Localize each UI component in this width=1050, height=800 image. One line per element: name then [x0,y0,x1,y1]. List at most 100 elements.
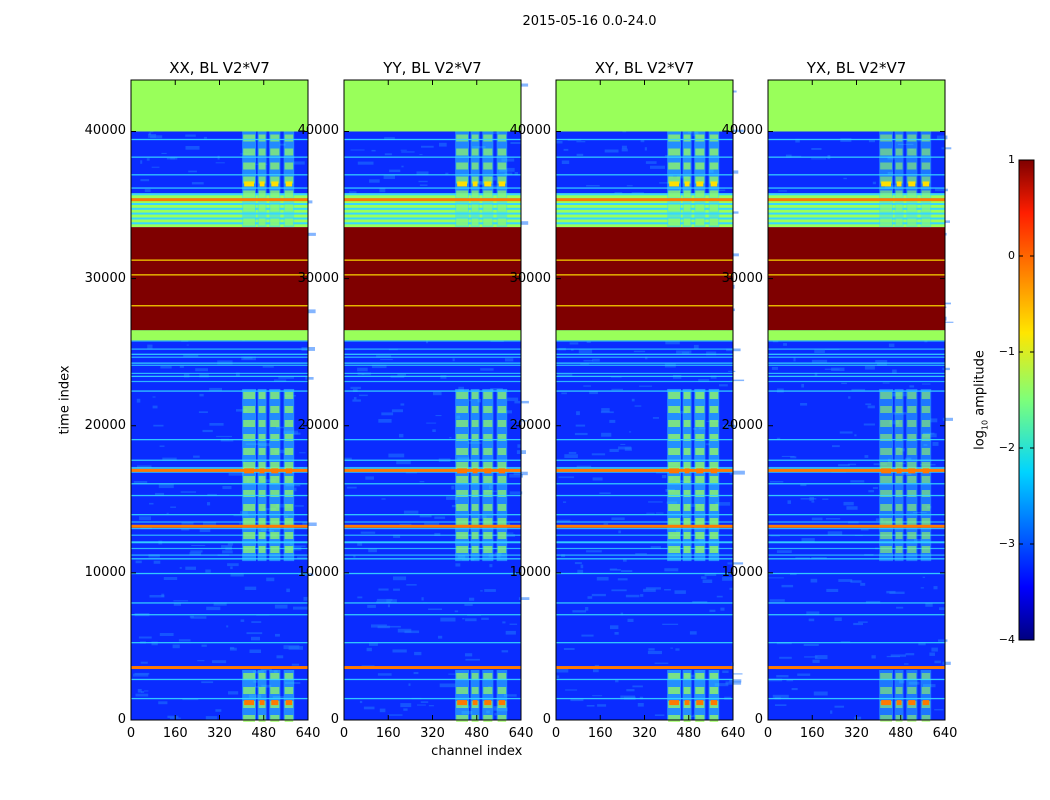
flag-line [131,483,308,485]
noise-speck [135,560,142,564]
channel-block [471,504,479,511]
noise-speck [795,557,810,559]
channel-block [921,518,931,525]
stripe [768,348,945,350]
flag-line [556,514,733,516]
noise-speck [389,169,401,173]
channel-block [284,504,294,511]
noise-speck [505,630,516,635]
flag-line [768,390,945,392]
noise-speck [592,695,603,697]
noise-speck [262,508,277,511]
noise-speck [732,129,744,133]
noise-speck [222,550,233,554]
stripe [556,528,733,530]
stripe [768,364,945,366]
flagged-region [344,80,521,132]
channel-block [456,190,469,198]
noise-speck [360,531,376,534]
noise-speck [388,714,403,716]
channel-block [497,204,507,212]
noise-speck [848,463,857,466]
noise-speck [923,684,936,688]
x-tick-label: 0 [339,726,349,741]
noise-speck [601,408,610,412]
channel-block [709,687,719,694]
flag-line [344,438,521,441]
channel-block [921,476,931,483]
saturated-region [344,227,521,331]
channel-block [668,134,681,142]
flag-line [131,305,308,307]
channel-block [284,490,294,497]
x-tick-label: 480 [676,726,702,741]
y-tick-label: 30000 [84,270,126,286]
noise-speck [215,709,222,712]
bright-channel [283,669,295,720]
noise-speck [727,562,744,565]
noise-speck [865,600,881,604]
hot-spot [259,700,265,706]
noise-speck [793,357,796,362]
channel-block [907,204,917,212]
channel-block [880,448,893,455]
channel-block [284,204,294,212]
stripe [344,372,521,374]
channel-block [668,204,681,212]
noise-speck [609,419,616,423]
channel-block [284,518,294,525]
noise-speck [639,385,652,387]
hot-spot [285,181,293,187]
flag-line [556,259,733,261]
channel-block [270,715,280,722]
channel-block [895,546,903,553]
noise-speck [352,399,361,402]
noise-speck [465,618,477,622]
channel-block [895,420,903,427]
y-tick-label: 30000 [509,270,551,286]
noise-speck [178,639,191,642]
channel-block [270,687,280,694]
bright-channel [269,669,281,720]
noise-speck [610,376,622,378]
channel-block [895,490,903,497]
flag-line [131,375,308,378]
flag-line [344,572,521,575]
channel-block [921,148,931,156]
channel-block [683,546,691,553]
noise-speck [593,669,599,673]
noise-speck [241,356,256,361]
flag-line [556,156,733,158]
channel-block [483,476,493,483]
hot-spot [896,700,902,706]
stripe [556,356,733,358]
channel-block [270,218,280,226]
panel-title: YX, BL V2*V7 [806,59,907,77]
noise-speck [843,501,854,506]
noise-speck [587,596,593,599]
channel-block [895,504,903,511]
channel-block [907,673,917,680]
channel-block [258,406,266,413]
stripe [556,534,733,536]
hot-spot [244,700,255,706]
bright-channel [496,388,508,562]
channel-block [709,448,719,455]
channel-block [895,673,903,680]
noise-speck [586,550,602,553]
noise-speck [230,566,233,570]
noise-speck [421,597,424,601]
noise-speck [368,548,377,553]
channel-block [270,190,280,198]
flag-line [556,353,733,355]
noise-speck [206,606,221,611]
channel-block [895,687,903,694]
noise-speck [384,153,392,156]
bright-channel [920,388,932,562]
channel-block [880,434,893,441]
channel-block [471,490,479,497]
channel-block [284,406,294,413]
flag-line [131,438,308,441]
noise-speck [189,552,202,556]
channel-block [668,504,681,511]
